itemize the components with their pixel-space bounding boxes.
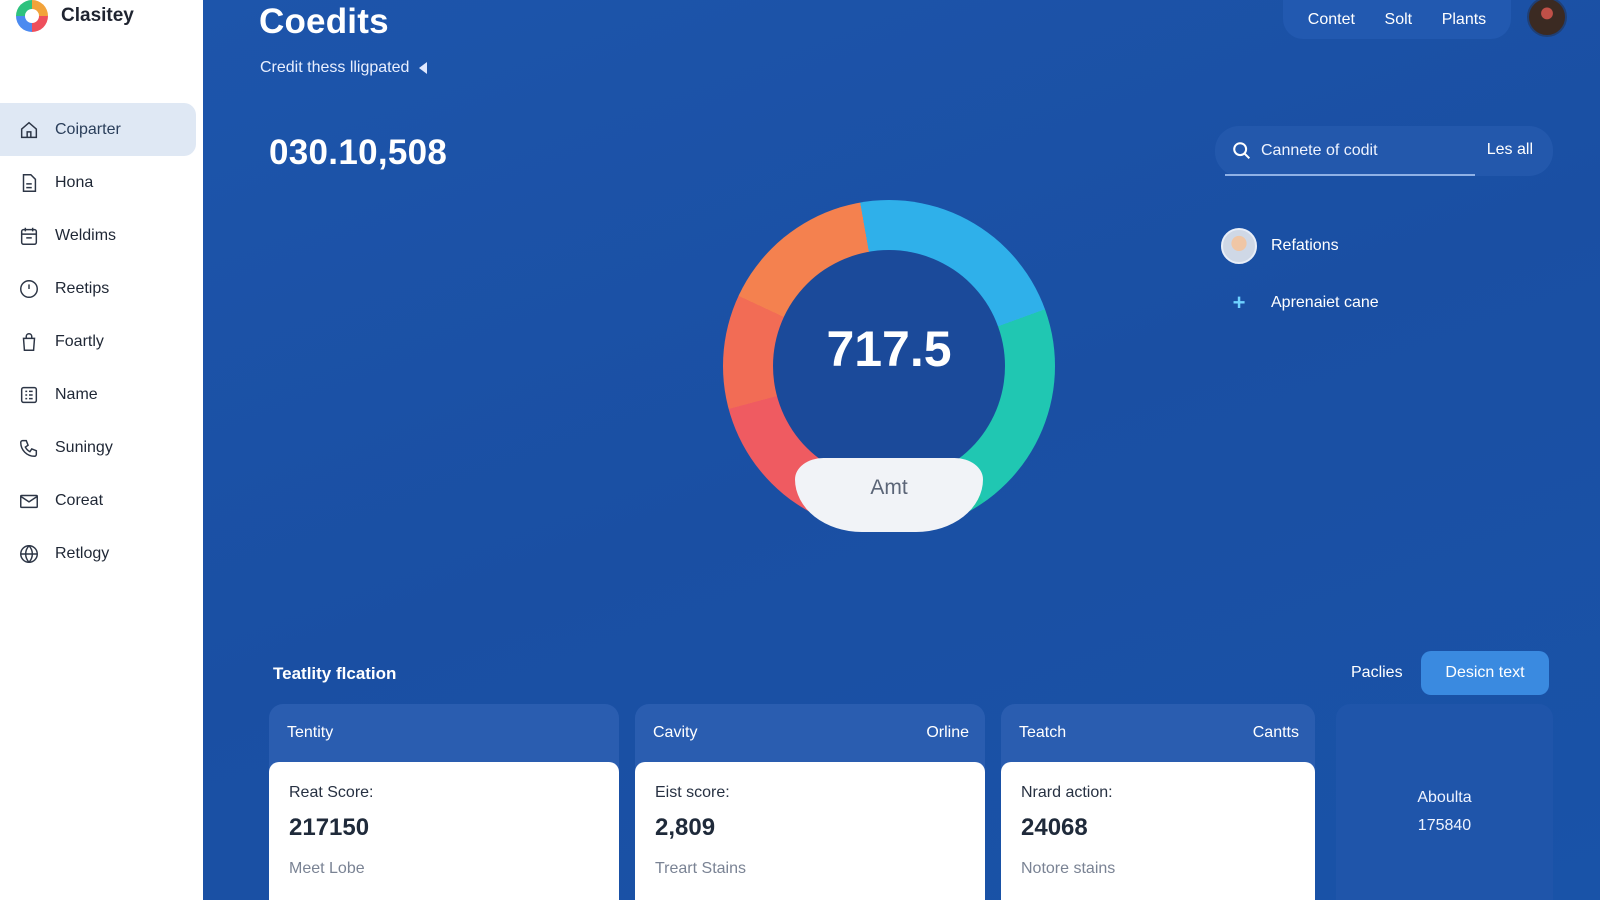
sidebar-item-label: Coiparter xyxy=(55,120,121,138)
sidebar-item-label: Retlogy xyxy=(55,544,110,562)
home-icon xyxy=(17,118,41,142)
top-nav-item-contet[interactable]: Contet xyxy=(1307,10,1355,28)
side-link-label: Refations xyxy=(1271,237,1339,254)
gauge-hole xyxy=(773,250,1005,482)
see-all-link[interactable]: Les all xyxy=(1486,141,1533,158)
top-nav-item-plants[interactable]: Plants xyxy=(1441,10,1487,28)
card-header: Cavity Orline xyxy=(635,704,985,762)
gauge-value: 717.5 xyxy=(826,321,952,377)
aside-card: Aboulta 175840 xyxy=(1336,704,1553,900)
sidebar-item-label: Name xyxy=(55,385,98,403)
score-gauge: 717.5 Amt xyxy=(723,200,1055,532)
sidebar-item-coreat[interactable]: Coreat xyxy=(0,474,203,527)
card-cavity[interactable]: Cavity Orline Eist score: 2,809 Treart S… xyxy=(635,704,985,900)
card-body: Reat Score: 217150 Meet Lobe xyxy=(269,762,619,900)
side-link-aprenaiet[interactable]: + Aprenaiet cane xyxy=(1221,290,1379,316)
card-title: Teatch xyxy=(1019,724,1067,741)
card-body: Nrard action: 24068 Notore stains xyxy=(1001,762,1315,900)
sidebar-item-label: Hona xyxy=(55,173,94,191)
subtitle-dropdown[interactable]: Credit thess lligpated xyxy=(260,59,428,77)
paclies-link[interactable]: Paclies xyxy=(1351,664,1403,681)
sidebar-item-label: Foartly xyxy=(55,332,104,350)
card-footer: Treart Stains xyxy=(655,860,746,877)
sidebar-nav: Coiparter Hona Weldims Reetips Foartly xyxy=(0,103,203,580)
bag-icon xyxy=(17,330,41,354)
card-tentity[interactable]: Tentity Reat Score: 217150 Meet Lobe xyxy=(269,704,619,900)
sidebar-item-hona[interactable]: Hona xyxy=(0,156,203,209)
card-value: 24068 xyxy=(1021,814,1088,841)
aside-value: 175840 xyxy=(1417,817,1472,834)
card-title: Cavity xyxy=(653,724,698,741)
card-header: Teatch Cantts xyxy=(1001,704,1315,762)
app-name: Clasitey xyxy=(61,5,134,26)
search-input[interactable]: Cannete of codit xyxy=(1261,142,1378,159)
page-title: Coedits xyxy=(259,2,389,41)
document-icon xyxy=(17,171,41,195)
card-title: Tentity xyxy=(287,724,334,741)
top-nav-item-solt[interactable]: Solt xyxy=(1384,10,1413,28)
globe-icon xyxy=(17,542,41,566)
card-footer: Notore stains xyxy=(1021,860,1116,877)
plus-icon: + xyxy=(1232,290,1246,315)
caret-left-icon xyxy=(419,62,428,74)
brand-logo-icon xyxy=(16,0,48,32)
aside-label: Aboulta xyxy=(1417,789,1472,806)
sidebar-item-retlogy[interactable]: Retlogy xyxy=(0,527,203,580)
sidebar-item-suningy[interactable]: Suningy xyxy=(0,421,203,474)
sidebar-item-coiparter[interactable]: Coiparter xyxy=(0,103,196,156)
sidebar-item-label: Coreat xyxy=(55,491,104,509)
side-link-refations[interactable]: Refations xyxy=(1221,228,1339,264)
card-meta: Cantts xyxy=(1252,724,1299,741)
card-label: Reat Score: xyxy=(289,784,374,801)
gauge-label-button[interactable]: Amt xyxy=(795,458,983,532)
side-link-label: Aprenaiet cane xyxy=(1271,294,1379,311)
summary-number: 030.10,508 xyxy=(269,133,448,172)
sidebar-item-weldims[interactable]: Weldims xyxy=(0,209,203,262)
calendar-icon xyxy=(17,224,41,248)
card-teatch[interactable]: Teatch Cantts Nrard action: 24068 Notore… xyxy=(1001,704,1315,900)
phone-icon xyxy=(17,436,41,460)
card-label: Nrard action: xyxy=(1021,784,1113,801)
sidebar-item-foartly[interactable]: Foartly xyxy=(0,315,203,368)
card-label: Eist score: xyxy=(655,784,730,801)
sidebar-item-label: Weldims xyxy=(55,226,117,244)
clock-icon xyxy=(17,277,41,301)
gauge-label: Amt xyxy=(870,476,908,499)
search-icon xyxy=(1233,142,1251,160)
card-body: Eist score: 2,809 Treart Stains xyxy=(635,762,985,900)
brand[interactable]: Clasitey xyxy=(16,0,134,32)
search-underline xyxy=(1225,174,1475,176)
card-header: Tentity xyxy=(269,704,619,762)
design-text-button[interactable]: Desicn text xyxy=(1421,651,1549,695)
grid-list-icon xyxy=(17,383,41,407)
card-value: 2,809 xyxy=(655,814,716,841)
sidebar-item-label: Suningy xyxy=(55,438,113,456)
user-avatar[interactable] xyxy=(1527,0,1567,37)
sidebar-item-name[interactable]: Name xyxy=(0,368,203,421)
card-value: 217150 xyxy=(289,814,370,841)
top-nav: Contet Solt Plants xyxy=(1283,0,1511,39)
section-title: Teatlity flcation xyxy=(273,664,397,683)
sidebar-item-label: Reetips xyxy=(55,279,110,297)
card-meta: Orline xyxy=(926,724,969,741)
card-footer: Meet Lobe xyxy=(289,860,365,877)
sidebar-item-reetips[interactable]: Reetips xyxy=(0,262,203,315)
main-panel: Coedits Credit thess lligpated Contet So… xyxy=(203,0,1600,900)
mail-icon xyxy=(17,489,41,513)
person-avatar xyxy=(1221,228,1257,264)
search-bar[interactable]: Cannete of codit Les all xyxy=(1215,126,1553,176)
sidebar: Clasitey Coiparter Hona Weldims Reetips xyxy=(0,0,203,900)
gauge-ring: 717.5 Amt xyxy=(723,200,1055,532)
subtitle-text: Credit thess lligpated xyxy=(260,59,410,76)
